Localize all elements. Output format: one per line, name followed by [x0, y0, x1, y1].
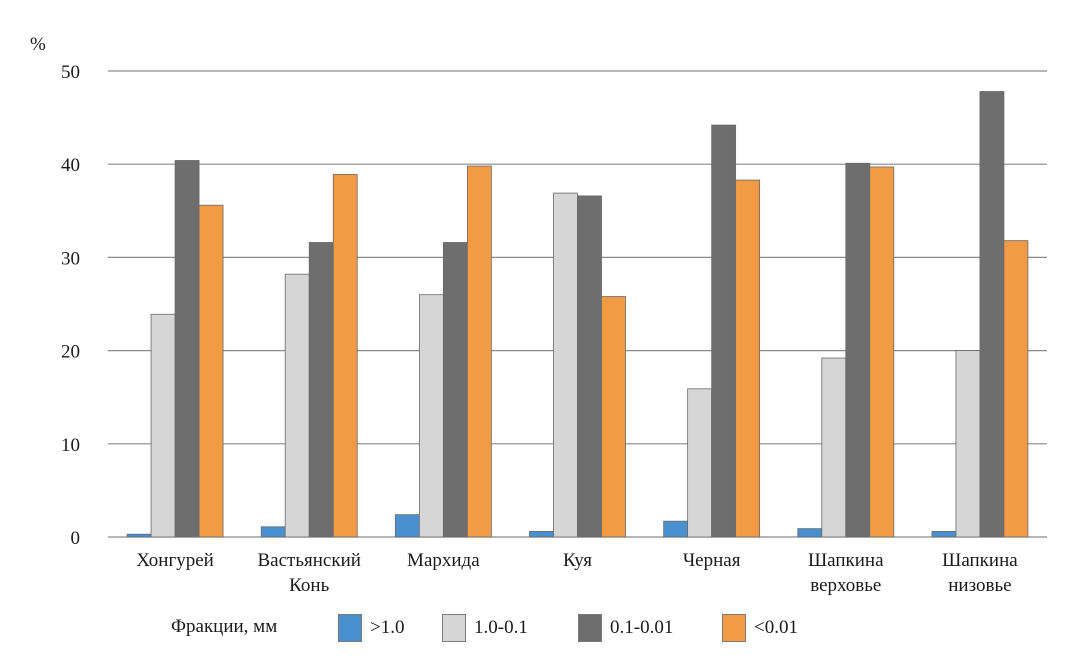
y-tick-labels: 0 10 20 30 40 50	[61, 62, 80, 549]
x-tick-labels: Хонгурей Вастьянский Конь Мархида Куя Черная Ш…	[136, 550, 1018, 596]
bar	[198, 204, 224, 538]
legend-item-lt-0.01: <0.01	[722, 613, 798, 643]
legend-swatch	[442, 614, 466, 642]
x-tick-label: Черная	[683, 550, 741, 571]
bar	[553, 192, 578, 538]
x-tick-label: верховье	[810, 575, 881, 596]
bar	[869, 166, 895, 538]
bar	[150, 313, 176, 538]
x-tick-label: Хонгурей	[136, 550, 214, 571]
bar	[332, 174, 358, 538]
legend-label: <0.01	[754, 617, 798, 638]
x-tick-label: Вастьянский	[258, 550, 361, 571]
legend-item-1-0.1: 1.0-0.1	[442, 613, 528, 643]
bar	[955, 350, 981, 538]
y-tick-label: 30	[61, 248, 80, 269]
legend-label: >1.0	[370, 617, 405, 638]
legend-label: 1.0-0.1	[474, 617, 528, 638]
x-tick-label: Мархида	[407, 550, 480, 571]
bar	[529, 531, 554, 538]
bar	[845, 162, 871, 538]
y-tick-label: 10	[61, 435, 80, 456]
legend-item-gt-1: >1.0	[338, 613, 404, 643]
bar	[601, 296, 626, 538]
bar	[663, 520, 689, 538]
legend-swatch	[338, 614, 362, 642]
bar	[577, 195, 602, 538]
x-tick-label: Шапкина	[808, 550, 884, 571]
legend-swatch	[722, 614, 746, 642]
x-tick-label: низовье	[948, 575, 1011, 596]
bar	[735, 179, 761, 538]
bar	[466, 165, 492, 538]
bar-chart: % 0 10 20 30 40 50 Хонгурей Вастьянский Конь Мар…	[30, 34, 1047, 596]
legend-label: 0.1-0.01	[610, 617, 674, 638]
bar	[797, 528, 823, 538]
bar	[260, 526, 286, 538]
bar	[418, 294, 444, 538]
bar	[284, 273, 310, 538]
legend-item-0.1-0.01: 0.1-0.01	[578, 613, 673, 643]
y-tick-label: 50	[61, 62, 80, 83]
legend-title: Фракции, мм	[171, 616, 278, 637]
y-axis-label: %	[30, 34, 46, 55]
x-tick-label: Шапкина	[942, 550, 1018, 571]
bar	[174, 160, 200, 538]
bar	[821, 357, 847, 538]
bar	[442, 242, 468, 538]
bar	[979, 91, 1005, 538]
y-tick-label: 20	[61, 342, 80, 363]
bar	[308, 242, 334, 538]
bar	[126, 533, 152, 538]
bar	[394, 514, 420, 538]
y-tick-label: 0	[71, 528, 81, 549]
bar	[931, 531, 957, 538]
legend-swatch	[578, 614, 602, 642]
bars	[126, 91, 1029, 538]
y-tick-label: 40	[61, 155, 80, 176]
bar	[687, 388, 713, 538]
x-tick-label: Куя	[563, 550, 592, 571]
bar	[1003, 240, 1029, 538]
legend: Фракции, мм >1.0 1.0-0.1 0.1-0.01 <0.01	[0, 610, 1077, 646]
bar	[711, 124, 737, 538]
x-tick-label: Конь	[289, 575, 329, 596]
